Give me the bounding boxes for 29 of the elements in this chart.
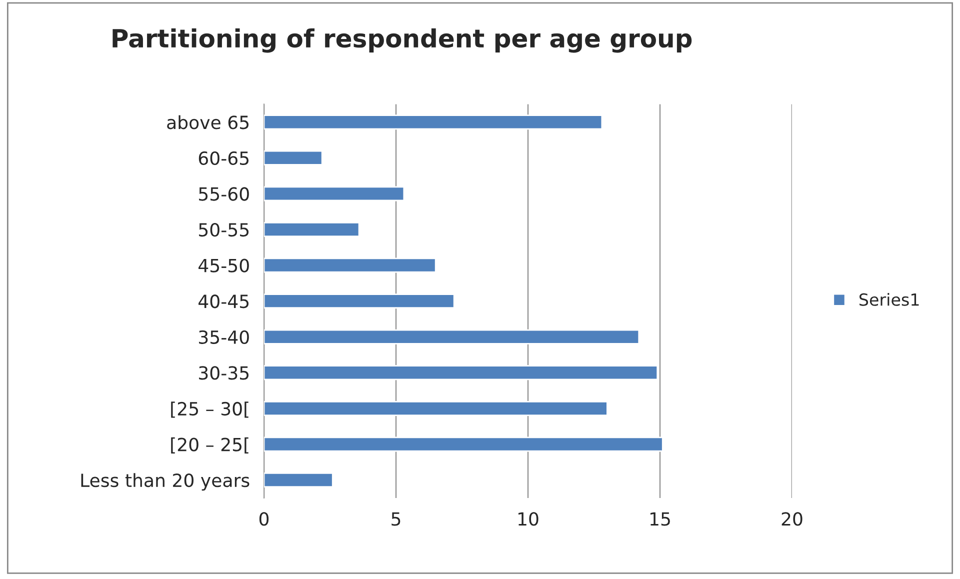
legend-label: Series1 [860,293,919,306]
bar [264,186,405,202]
bar [264,400,608,416]
bar [264,294,455,309]
y-tick-label: Less than 20 years [81,473,250,491]
x-tick-label: 0 [259,512,269,526]
bar [264,150,323,166]
y-tick-label: 30-35 [199,366,249,380]
bar [264,365,658,380]
y-tick-label: [20 – 25[ [171,437,248,454]
y-tick-label: 35-40 [199,330,249,344]
bar [264,329,640,344]
bar [264,258,436,273]
y-tick-label: 50-55 [199,222,249,237]
y-tick-label: above 65 [167,115,249,130]
bar [264,114,603,130]
y-tick-label: [25 – 30[ [171,402,248,418]
bar [264,436,664,452]
bar [264,222,360,237]
y-tick-label: 40-45 [198,294,249,308]
chart-title: Partitioning of respondent per age group [112,28,692,53]
x-tick-label: 10 [518,512,538,526]
y-tick-label: 55-60 [199,187,249,201]
y-tick-label: 60-65 [198,151,249,166]
y-tick-label: 45-50 [198,258,249,272]
x-tick-label: 5 [392,512,400,526]
x-tick-label: 20 [782,512,802,526]
bar [264,472,334,488]
x-tick-label: 15 [650,512,670,526]
